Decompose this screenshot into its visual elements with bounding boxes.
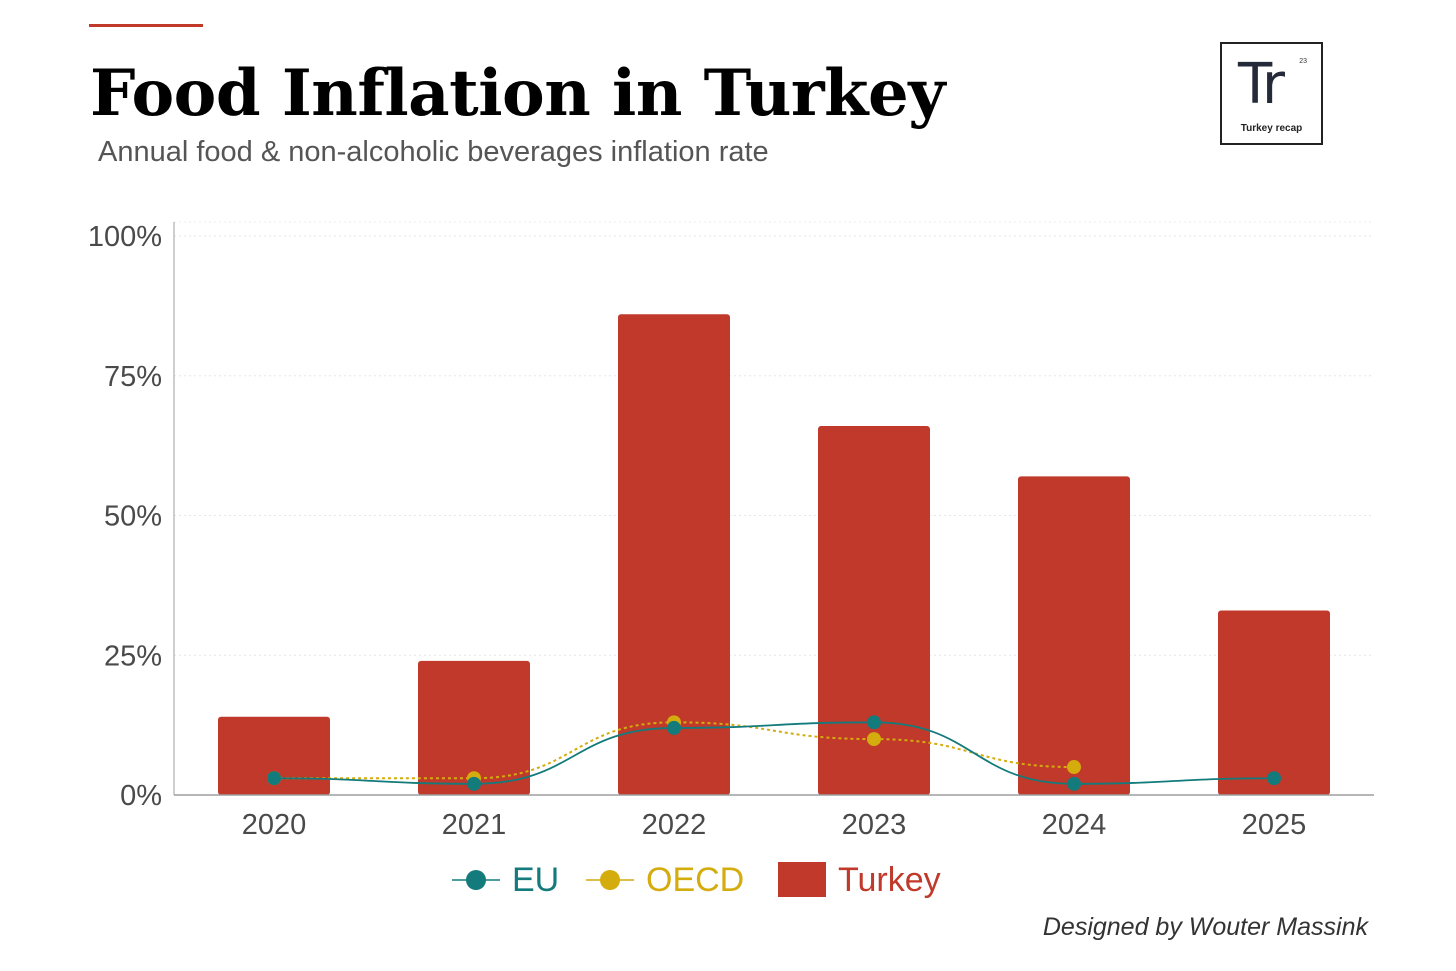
point-eu-2021 bbox=[467, 776, 481, 791]
y-tick-label: 50% bbox=[104, 501, 162, 533]
designer-credit: Designed by Wouter Massink bbox=[1042, 913, 1368, 941]
bar-turkey-2023 bbox=[818, 426, 930, 795]
y-tick-label: 75% bbox=[104, 361, 162, 393]
y-tick-label: 25% bbox=[104, 640, 162, 672]
y-tick-label: 0% bbox=[120, 780, 162, 812]
logo-caption: Turkey recap bbox=[1240, 123, 1303, 134]
turkey-recap-logo: Tr 23 Turkey recap bbox=[1220, 42, 1323, 145]
point-eu-2022 bbox=[667, 720, 681, 735]
y-tick-label: 100% bbox=[88, 221, 162, 253]
series-lines bbox=[267, 715, 1281, 791]
gridlines bbox=[174, 221, 1374, 656]
x-axis: 2020 2021 2022 2023 2024 2025 bbox=[174, 794, 1374, 841]
bar-turkey-2021 bbox=[418, 660, 530, 795]
point-eu-2024 bbox=[1067, 776, 1081, 791]
x-tick-label: 2020 bbox=[242, 809, 307, 841]
legend-label-turkey: Turkey bbox=[838, 861, 941, 899]
point-eu-2023 bbox=[867, 715, 881, 730]
y-axis: 0% 25% 50% 75% 100% bbox=[88, 221, 175, 812]
legend-swatch-turkey bbox=[778, 862, 826, 897]
x-tick-label: 2025 bbox=[1242, 809, 1307, 841]
bar-turkey-2022 bbox=[618, 314, 730, 795]
x-tick-label: 2024 bbox=[1042, 809, 1107, 841]
bar-turkey-2020 bbox=[218, 716, 330, 795]
legend-label-oecd: OECD bbox=[646, 861, 744, 899]
bar-turkey-2025 bbox=[1218, 610, 1330, 795]
point-oecd-2024 bbox=[1067, 760, 1081, 775]
logo-mark: Tr bbox=[1238, 52, 1285, 117]
accent-rule bbox=[89, 24, 203, 27]
turkey-bars bbox=[218, 314, 1330, 795]
point-eu-2020 bbox=[267, 771, 281, 786]
legend-label-eu: EU bbox=[512, 861, 559, 899]
chart-subtitle: Annual food & non-alcoholic beverages in… bbox=[98, 136, 769, 168]
x-tick-label: 2023 bbox=[842, 809, 907, 841]
line-eu bbox=[273, 721, 1275, 785]
x-tick-label: 2022 bbox=[642, 809, 707, 841]
x-tick-label: 2021 bbox=[442, 809, 507, 841]
legend-marker-eu bbox=[466, 870, 486, 890]
chart-title: Food Inflation in Turkey bbox=[90, 56, 945, 131]
legend-marker-oecd bbox=[600, 870, 620, 890]
point-eu-2025 bbox=[1267, 771, 1281, 786]
legend: EU OECD Turkey bbox=[452, 861, 941, 899]
point-oecd-2023 bbox=[867, 732, 881, 747]
bar-turkey-2024 bbox=[1018, 476, 1130, 795]
logo-number: 23 bbox=[1299, 58, 1307, 65]
